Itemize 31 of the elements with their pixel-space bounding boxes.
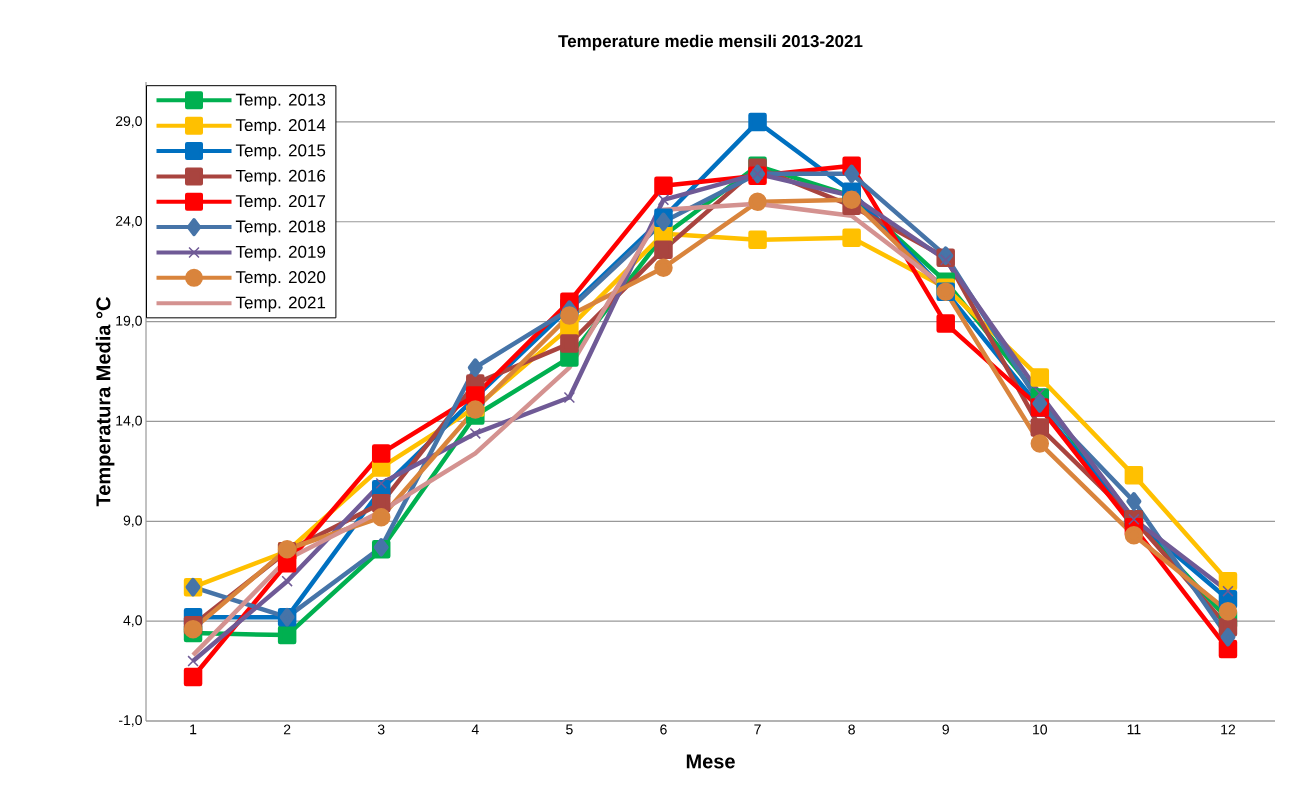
y-axis-title: Temperatura Media °C	[95, 297, 115, 507]
legend-label: Temp. 2020	[235, 271, 326, 287]
x-tick-label: 10	[1033, 724, 1048, 735]
y-tick-label: -1,0	[118, 715, 142, 727]
y-tick-label: 19,0	[116, 315, 142, 328]
x-tick-label: 1	[190, 724, 197, 735]
x-tick-label: 2	[283, 724, 291, 735]
y-tick-label: 29,0	[115, 116, 142, 128]
x-tick-label: 4	[471, 724, 479, 735]
y-tick-label: 9,0	[123, 515, 142, 528]
y-tick-label: 4,0	[123, 615, 142, 627]
x-axis-title: Mese	[686, 754, 735, 769]
y-tick-label: 24,0	[115, 215, 142, 228]
legend-label: Temp. 2016	[235, 169, 326, 186]
legend-label: Temp. 2019	[235, 245, 326, 262]
legend-label: Temp. 2017	[235, 195, 326, 211]
x-tick-label: 11	[1127, 724, 1141, 735]
legend-label: Temp. 2015	[235, 144, 326, 160]
legend-label: Temp. 2013	[235, 93, 326, 110]
legend-label: Temp. 2018	[235, 220, 326, 236]
x-tick-label: 5	[566, 724, 573, 735]
x-tick-label: 8	[848, 724, 855, 735]
x-tick-label: 12	[1221, 724, 1236, 735]
x-tick-label: 7	[754, 724, 761, 735]
legend-label: Temp. 2014	[235, 119, 326, 135]
chart-title: Temperature medie mensili 2013-2021	[558, 34, 863, 51]
x-tick-label: 6	[660, 724, 667, 735]
y-tick-label: 14,0	[116, 415, 142, 428]
x-tick-label: 3	[377, 724, 385, 735]
legend-label: Temp. 2021	[235, 296, 326, 312]
x-tick-label: 9	[942, 724, 949, 735]
